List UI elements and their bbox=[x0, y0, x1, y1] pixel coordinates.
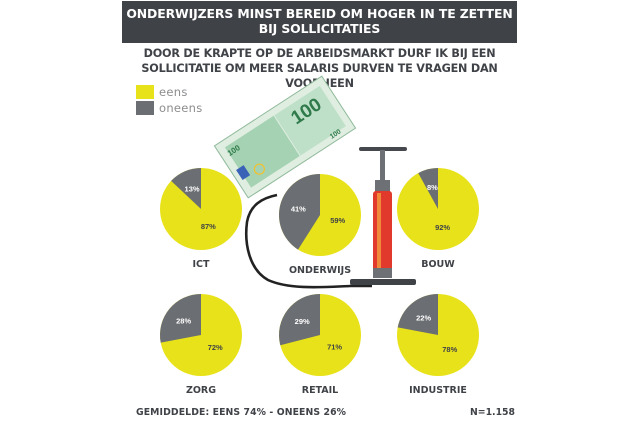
pie-slice-oneens-onderwijs bbox=[278, 174, 320, 250]
pie-label-eens-bouw: 92% bbox=[435, 223, 450, 232]
pie-label-eens-onderwijs: 59% bbox=[330, 216, 345, 225]
illustration: 100 100 100 bbox=[213, 75, 416, 289]
pie-category-onderwijs: ONDERWIJS bbox=[289, 265, 351, 276]
pie-slice-oneens-bouw bbox=[418, 168, 438, 209]
banknote-icon: 100 100 100 bbox=[213, 75, 357, 199]
pie-label-oneens-zorg: 28% bbox=[176, 317, 191, 326]
pie-category-retail: RETAIL bbox=[302, 385, 339, 396]
pie-label-eens-ict: 87% bbox=[201, 222, 216, 231]
pie-label-oneens-industrie: 22% bbox=[416, 314, 431, 323]
pie-label-oneens-onderwijs: 41% bbox=[291, 205, 306, 214]
pie-label-oneens-retail: 29% bbox=[295, 317, 310, 326]
title-banner: ONDERWIJZERS MINST BEREID OM HOGER IN TE… bbox=[122, 1, 517, 43]
pie-category-ict: ICT bbox=[193, 259, 211, 270]
pie-label-oneens-bouw: 8% bbox=[427, 183, 438, 192]
legend-item-oneens: oneens bbox=[136, 101, 203, 115]
pie-label-eens-zorg: 72% bbox=[208, 343, 223, 352]
pie-slice-oneens-zorg bbox=[159, 294, 201, 343]
pie-charts: 13% 87% ICT 41% 59% ONDERWIJS 8% 92% BOUW 28% 72% Z… bbox=[159, 168, 479, 396]
legend-swatch-eens bbox=[136, 85, 154, 99]
chart-subtitle-line-1: DOOR DE KRAPTE OP DE ARBEIDSMARKT DURF I… bbox=[143, 47, 496, 60]
pie-label-oneens-ict: 13% bbox=[185, 184, 200, 193]
pump-hose bbox=[245, 193, 372, 289]
sample-size-note: N=1.158 bbox=[470, 407, 515, 418]
chart-title-line-1: ONDERWIJZERS MINST BEREID OM HOGER IN TE… bbox=[126, 6, 513, 21]
pie-slice-oneens-ict bbox=[171, 168, 201, 209]
legend-label-eens: eens bbox=[159, 85, 188, 99]
legend-label-oneens: oneens bbox=[159, 101, 203, 115]
pie-label-eens-industrie: 78% bbox=[442, 345, 457, 354]
chart-title-line-2: BIJ SOLLICITATIES bbox=[258, 21, 381, 36]
air-pump-icon bbox=[350, 147, 416, 285]
legend-item-eens: eens bbox=[136, 85, 188, 99]
pie-label-eens-retail: 71% bbox=[327, 342, 342, 351]
pie-slice-oneens-retail bbox=[279, 294, 320, 346]
average-note: GEMIDDELDE: EENS 74% - ONEENS 26% bbox=[136, 407, 347, 418]
pie-category-bouw: BOUW bbox=[421, 259, 455, 270]
pie-category-industrie: INDUSTRIE bbox=[409, 385, 467, 396]
legend-swatch-oneens bbox=[136, 101, 154, 115]
chart-title: ONDERWIJZERS MINST BEREID OM HOGER IN TE… bbox=[122, 6, 517, 36]
pie-slice-oneens-industrie bbox=[397, 294, 438, 335]
pie-category-zorg: ZORG bbox=[186, 385, 216, 396]
